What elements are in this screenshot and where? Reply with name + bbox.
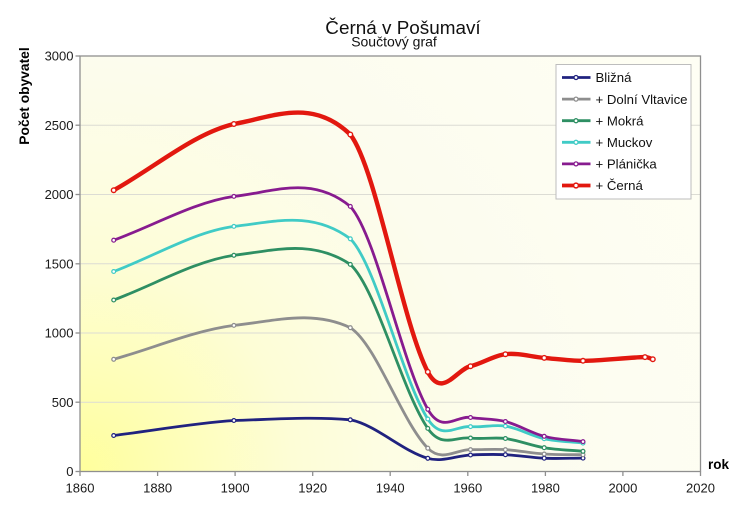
svg-text:0: 0 bbox=[66, 464, 73, 479]
svg-text:1920: 1920 bbox=[298, 481, 327, 496]
svg-text:1880: 1880 bbox=[143, 481, 172, 496]
svg-text:+ Plánička: + Plánička bbox=[596, 157, 658, 172]
svg-text:1960: 1960 bbox=[453, 481, 482, 496]
svg-text:1900: 1900 bbox=[221, 481, 250, 496]
svg-text:+ Muckov: + Muckov bbox=[596, 135, 653, 150]
svg-text:2000: 2000 bbox=[608, 481, 637, 496]
svg-text:3000: 3000 bbox=[45, 49, 74, 64]
svg-text:Černá v Pošumaví: Černá v Pošumaví bbox=[325, 17, 481, 39]
svg-text:+ Mokrá: + Mokrá bbox=[596, 113, 645, 128]
svg-text:1000: 1000 bbox=[45, 326, 74, 341]
svg-text:500: 500 bbox=[52, 395, 74, 410]
svg-text:+ Dolní Vltavice: + Dolní Vltavice bbox=[596, 92, 688, 107]
svg-text:1980: 1980 bbox=[531, 481, 560, 496]
svg-text:1940: 1940 bbox=[376, 481, 405, 496]
svg-text:1500: 1500 bbox=[45, 256, 74, 271]
svg-text:Bližná: Bližná bbox=[596, 70, 633, 85]
svg-text:Počet obyvatel: Počet obyvatel bbox=[17, 47, 32, 144]
svg-text:2000: 2000 bbox=[45, 187, 74, 202]
svg-text:1860: 1860 bbox=[66, 481, 95, 496]
svg-text:Součtový graf: Součtový graf bbox=[351, 34, 437, 50]
svg-text:+ Černá: + Černá bbox=[596, 178, 644, 193]
svg-text:rok: rok bbox=[708, 457, 730, 472]
svg-text:2020: 2020 bbox=[686, 481, 715, 496]
svg-text:2500: 2500 bbox=[45, 118, 74, 133]
